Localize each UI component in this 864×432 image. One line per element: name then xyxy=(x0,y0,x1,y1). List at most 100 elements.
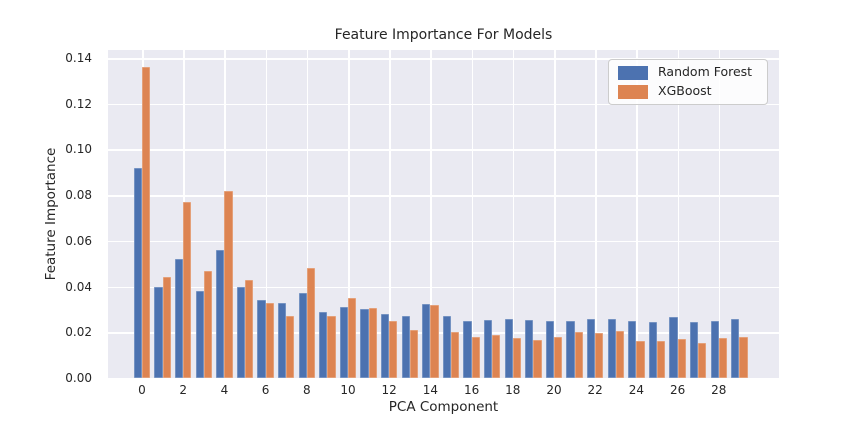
gridline-vertical xyxy=(389,50,391,378)
bar-random-forest xyxy=(689,322,699,378)
legend-swatch-xgboost xyxy=(618,84,648,99)
chart-title: Feature Importance For Models xyxy=(334,27,553,43)
y-tick-label: 0.02 xyxy=(65,325,92,340)
x-tick-label: 20 xyxy=(546,383,562,397)
gridline-vertical xyxy=(348,50,350,378)
bar-xgboost xyxy=(265,302,274,378)
bar-random-forest xyxy=(195,291,204,378)
legend-label-xgboost: XGBoost xyxy=(658,83,712,99)
bar-xgboost xyxy=(409,330,419,378)
bar-random-forest xyxy=(442,316,451,378)
x-tick-label: 6 xyxy=(261,383,270,397)
bar-random-forest xyxy=(586,318,596,378)
bar-xgboost xyxy=(451,332,460,378)
gridline-horizontal xyxy=(108,149,779,151)
bar-xgboost xyxy=(512,338,522,378)
bar-xgboost xyxy=(533,340,542,378)
bar-xgboost xyxy=(183,202,192,378)
y-tick-label: 0.12 xyxy=(65,96,92,111)
bar-random-forest xyxy=(731,318,740,378)
x-tick-label: 18 xyxy=(505,383,521,397)
bar-random-forest xyxy=(360,309,369,378)
gridline-vertical xyxy=(636,50,638,378)
gridline-vertical xyxy=(718,50,721,378)
bar-random-forest xyxy=(380,314,390,378)
bar-xgboost xyxy=(203,270,213,378)
bar-random-forest xyxy=(545,320,554,378)
x-tick-label: 26 xyxy=(669,383,686,397)
bar-xgboost xyxy=(739,336,748,378)
gridline-horizontal xyxy=(108,240,779,243)
bar-random-forest xyxy=(133,167,142,378)
bar-random-forest xyxy=(483,319,493,378)
y-axis-label-text: Feature Importance xyxy=(43,147,59,281)
gridline-vertical xyxy=(306,50,309,378)
bar-random-forest xyxy=(236,286,245,378)
bar-random-forest xyxy=(648,322,657,378)
gridline-horizontal xyxy=(108,378,779,380)
bar-xgboost xyxy=(657,341,666,378)
y-tick-label: 0.10 xyxy=(65,142,92,157)
x-tick-label: 8 xyxy=(302,383,311,397)
bar-random-forest xyxy=(710,320,719,378)
bar-random-forest xyxy=(422,303,431,378)
bar-random-forest xyxy=(525,319,534,378)
bar-xgboost xyxy=(471,336,480,378)
bar-xgboost xyxy=(574,332,583,378)
bar-xgboost xyxy=(718,338,728,378)
y-tick-label: 0.08 xyxy=(65,188,92,203)
y-tick-label: 0.14 xyxy=(65,51,92,65)
legend-label-random-forest: Random Forest xyxy=(658,64,753,80)
y-tick-label: 0.06 xyxy=(65,233,92,248)
x-tick-label: 24 xyxy=(628,383,645,397)
bar-xgboost xyxy=(142,67,151,378)
x-tick-label: 4 xyxy=(220,383,229,397)
bar-xgboost xyxy=(677,339,686,378)
gridline-vertical xyxy=(595,50,597,378)
bar-xgboost xyxy=(430,304,439,378)
y-tick-label: 0.00 xyxy=(65,371,92,385)
bar-random-forest xyxy=(298,293,307,378)
gridline-vertical xyxy=(430,50,432,378)
bar-xgboost xyxy=(327,316,336,378)
legend: Random Forest XGBoost xyxy=(608,59,768,105)
gridline-vertical xyxy=(512,50,515,378)
x-tick-label: 0 xyxy=(138,383,146,397)
bar-xgboost xyxy=(492,334,501,378)
bar-random-forest xyxy=(628,320,637,378)
legend-row-xgboost: XGBoost xyxy=(609,83,767,99)
legend-swatch-random-forest xyxy=(618,65,648,80)
bar-xgboost xyxy=(554,336,563,378)
bar-xgboost xyxy=(615,331,625,378)
bar-xgboost xyxy=(286,316,295,378)
x-tick-label: 14 xyxy=(422,383,439,397)
x-tick-label: 28 xyxy=(711,383,727,397)
bar-random-forest xyxy=(216,250,225,378)
gridline-horizontal xyxy=(108,195,779,197)
x-tick-label: 16 xyxy=(463,383,480,397)
x-tick-label: 2 xyxy=(179,383,187,397)
bar-xgboost xyxy=(162,277,171,378)
bar-random-forest xyxy=(154,286,163,378)
bar-xgboost xyxy=(224,190,233,378)
bar-xgboost xyxy=(306,268,316,378)
x-tick-label: 12 xyxy=(381,383,397,397)
bar-xgboost xyxy=(636,341,645,378)
bar-random-forest xyxy=(319,311,328,378)
gridline-vertical xyxy=(265,50,268,378)
bar-random-forest xyxy=(401,316,410,378)
gridline-vertical xyxy=(554,50,556,378)
bar-xgboost xyxy=(245,279,254,378)
bar-xgboost xyxy=(348,298,357,378)
bar-random-forest xyxy=(463,320,472,378)
bar-random-forest xyxy=(339,307,348,378)
bar-random-forest xyxy=(566,320,575,378)
bar-xgboost xyxy=(389,320,398,378)
legend-row-random-forest: Random Forest xyxy=(609,64,767,80)
y-tick-label: 0.04 xyxy=(65,279,92,294)
x-axis-label: PCA Component xyxy=(388,399,499,415)
gridline-horizontal xyxy=(108,58,779,60)
bar-random-forest xyxy=(607,318,616,378)
gridline-horizontal xyxy=(108,103,779,106)
